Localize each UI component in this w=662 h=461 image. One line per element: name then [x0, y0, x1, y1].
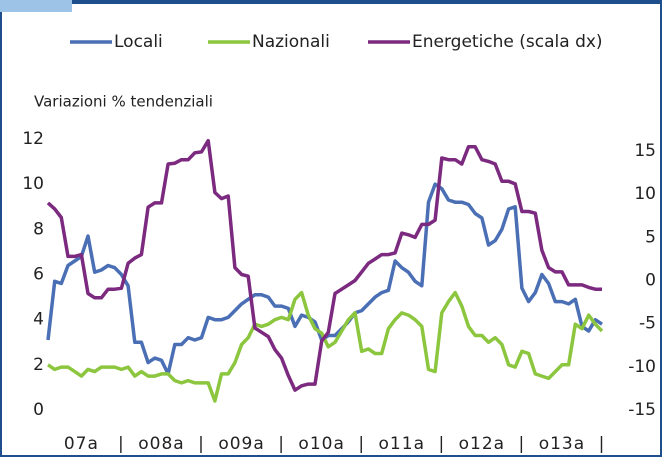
x-tick-label: o11a [379, 434, 425, 454]
series-line [47, 290, 604, 403]
x-tick-label: | [519, 434, 526, 454]
x-tick-label: o13a [539, 434, 585, 454]
y-tick-label: 2 [33, 355, 44, 375]
series-line [46, 138, 602, 392]
legend-label: Nazionali [252, 32, 330, 52]
x-tick-label: | [278, 434, 285, 454]
y2-tick-label: -5 [639, 314, 656, 334]
x-tick-label: | [438, 434, 445, 454]
y2-tick-label: -15 [628, 400, 656, 420]
y-tick-label: 8 [33, 219, 44, 239]
x-tick-label: o09a [218, 434, 264, 454]
top-bar [0, 0, 662, 4]
y2-tick-label: -10 [628, 357, 656, 377]
y-tick-label: 0 [33, 400, 44, 420]
x-tick-label: 07a [64, 434, 99, 454]
y2-tick-label: 10 [634, 184, 656, 204]
x-tick-label: o08a [138, 434, 184, 454]
x-tick-label: o12a [459, 434, 505, 454]
y-tick-label: 10 [22, 174, 44, 194]
x-tick-label: | [118, 434, 125, 454]
legend-label: Energetiche (scala dx) [412, 32, 603, 52]
x-tick-label: | [198, 434, 205, 454]
y-tick-label: 4 [33, 310, 44, 330]
x-tick-label: | [358, 434, 365, 454]
x-tick-label: o10a [298, 434, 344, 454]
y2-tick-label: 5 [645, 227, 656, 247]
x-tick-label: | [599, 434, 606, 454]
subtitle: Variazioni % tendenziali [34, 93, 213, 111]
y-tick-label: 12 [22, 129, 44, 149]
legend-label: Locali [114, 32, 163, 52]
y2-tick-label: 0 [645, 271, 656, 291]
tab [0, 0, 72, 12]
y-tick-label: 6 [33, 265, 44, 285]
y2-tick-label: 15 [634, 141, 656, 161]
